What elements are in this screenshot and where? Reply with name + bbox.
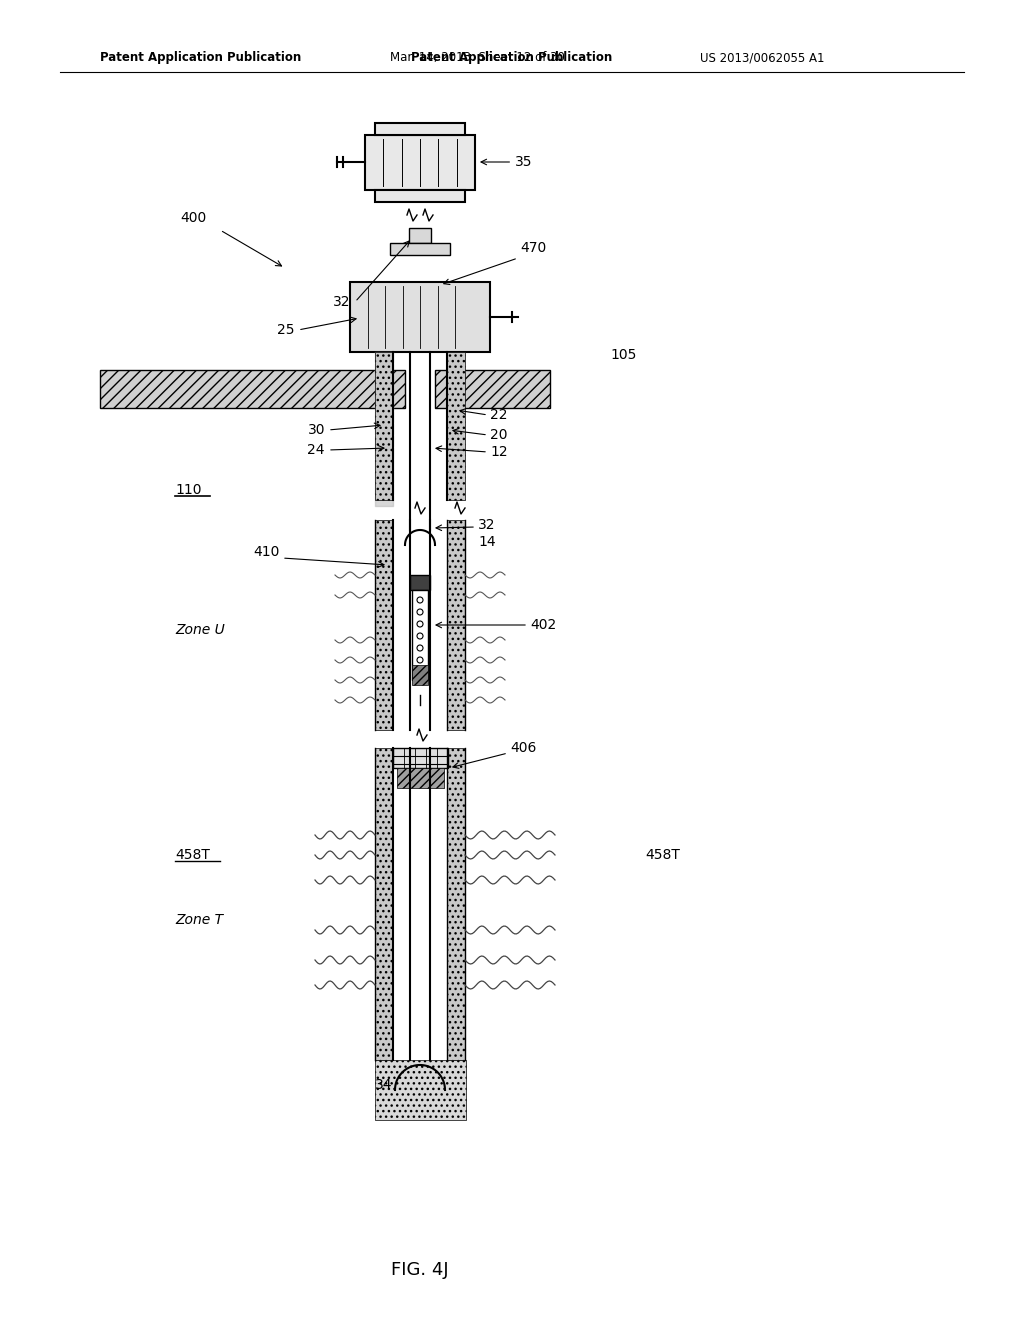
Circle shape — [417, 620, 423, 627]
Bar — [350, 282, 490, 352]
Bar — [375, 748, 393, 1060]
Bar — [447, 352, 465, 500]
Bar — [397, 768, 444, 788]
Bar — [390, 243, 450, 255]
Bar — [412, 590, 428, 680]
Bar — [375, 123, 465, 135]
Text: 34: 34 — [375, 1078, 392, 1092]
Bar — [100, 370, 406, 408]
Circle shape — [417, 657, 423, 663]
Text: Patent Application Publication: Patent Application Publication — [100, 51, 301, 65]
Text: Zone T: Zone T — [175, 913, 223, 927]
Text: 22: 22 — [490, 408, 508, 422]
Text: 110: 110 — [175, 483, 202, 498]
Text: Mar. 14, 2013  Sheet 12 of 30: Mar. 14, 2013 Sheet 12 of 30 — [390, 51, 565, 65]
Bar — [375, 190, 465, 202]
Text: 25: 25 — [278, 323, 295, 337]
Text: 105: 105 — [610, 348, 636, 362]
Bar — [393, 748, 449, 768]
Text: 32: 32 — [333, 294, 350, 309]
Bar — [409, 228, 431, 243]
Text: Patent Application Publication: Patent Application Publication — [412, 51, 612, 65]
Text: US 2013/0062055 A1: US 2013/0062055 A1 — [700, 51, 824, 65]
Text: 470: 470 — [520, 242, 546, 255]
Text: 35: 35 — [481, 154, 532, 169]
Bar — [410, 576, 430, 590]
Bar — [435, 370, 550, 408]
Bar — [375, 520, 393, 730]
Text: 400: 400 — [180, 211, 206, 224]
Circle shape — [417, 669, 423, 675]
Text: 32: 32 — [478, 517, 496, 532]
Text: 410: 410 — [254, 545, 280, 558]
Bar — [447, 748, 465, 1060]
Text: 402: 402 — [530, 618, 556, 632]
Text: 14: 14 — [478, 535, 496, 549]
Text: 406: 406 — [510, 741, 537, 755]
Text: 20: 20 — [490, 428, 508, 442]
Bar — [447, 520, 465, 730]
Text: 24: 24 — [307, 444, 325, 457]
Text: 458T: 458T — [645, 847, 680, 862]
Circle shape — [417, 634, 423, 639]
Bar — [375, 352, 393, 500]
Text: 12: 12 — [490, 445, 508, 459]
Circle shape — [417, 609, 423, 615]
Text: 458T: 458T — [175, 847, 210, 862]
Bar — [365, 135, 475, 190]
Bar — [412, 665, 428, 685]
Text: FIG. 4J: FIG. 4J — [391, 1261, 449, 1279]
Text: Zone U: Zone U — [175, 623, 224, 638]
Text: 30: 30 — [307, 422, 325, 437]
Circle shape — [417, 597, 423, 603]
Circle shape — [417, 645, 423, 651]
Bar — [375, 1060, 466, 1119]
